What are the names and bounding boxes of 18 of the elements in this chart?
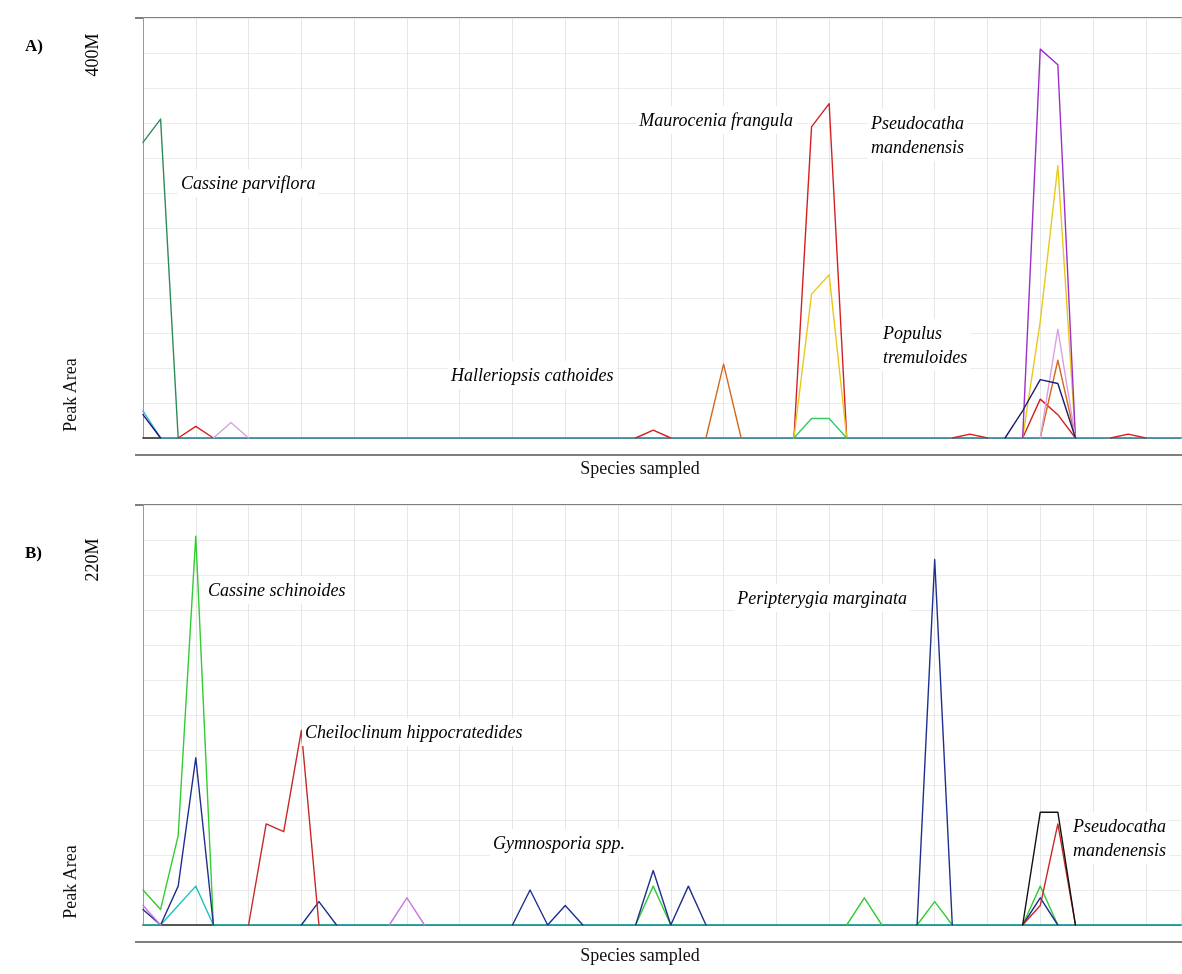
x-axis-title: Species sampled (580, 945, 700, 965)
text: B) (25, 542, 42, 562)
annotation: Cassine parviflora (181, 173, 316, 193)
annotation: Pseudocatha mandenensis (870, 113, 964, 157)
annotation: Gymnosporia spp. (493, 833, 626, 853)
annotation: Populus tremuloides (882, 323, 968, 367)
annotation: Peripterygia marginata (736, 588, 907, 608)
text: 220M (82, 538, 102, 582)
annotation: Halleriopsis cathoides (450, 365, 614, 385)
x-axis-title: Species sampled (580, 458, 700, 478)
annotation: Cheiloclinum hippocratedides (305, 722, 523, 742)
annotation: Maurocenia frangula (638, 110, 793, 130)
text: A) (25, 35, 43, 55)
annotation: Pseudocatha mandenensis (1072, 816, 1166, 860)
annotation: Cassine schinoides (208, 580, 346, 600)
text: 400M (82, 33, 102, 77)
y-axis-title: Peak Area (60, 358, 80, 432)
y-axis-title: Peak Area (60, 845, 80, 919)
